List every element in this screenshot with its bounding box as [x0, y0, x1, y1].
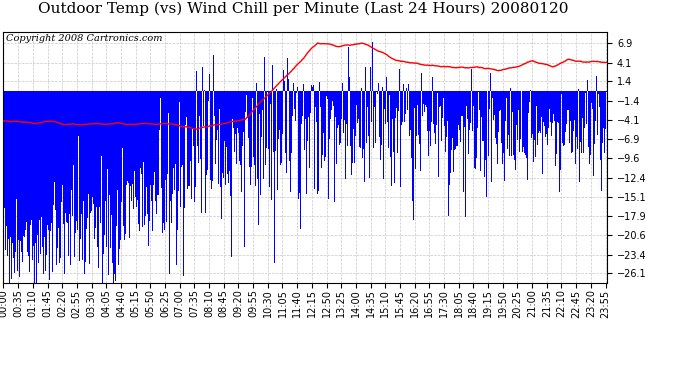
- Text: Copyright 2008 Cartronics.com: Copyright 2008 Cartronics.com: [6, 34, 163, 44]
- Text: Outdoor Temp (vs) Wind Chill per Minute (Last 24 Hours) 20080120: Outdoor Temp (vs) Wind Chill per Minute …: [39, 2, 569, 16]
